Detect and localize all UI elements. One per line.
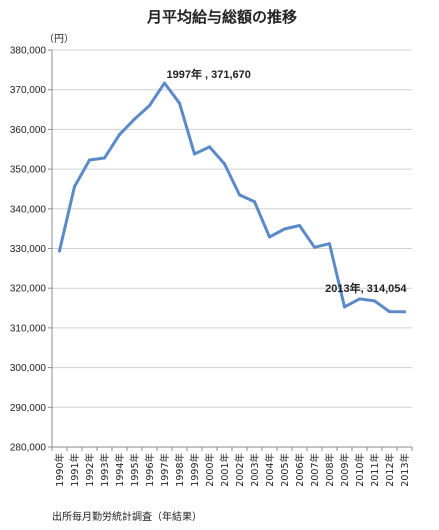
data-point — [268, 235, 271, 239]
x-tick-label: 2013年 — [399, 453, 411, 487]
data-point — [58, 249, 61, 253]
y-tick-label: 310,000 — [10, 323, 47, 334]
data-point — [208, 145, 211, 149]
x-tick-label: 1999年 — [189, 453, 201, 487]
x-tick-label: 2004年 — [264, 453, 276, 487]
data-point — [118, 133, 121, 137]
x-tick-label: 1991年 — [69, 453, 81, 487]
annotations: 1997年 , 371,670 2013年, 314,054 — [167, 67, 408, 295]
data-point — [358, 297, 361, 301]
series-line-layer — [58, 81, 406, 314]
x-tick-label: 1996年 — [144, 453, 156, 487]
series-line — [58, 81, 406, 314]
x-tick-label: 2011年 — [369, 453, 381, 487]
gridlines — [52, 49, 412, 408]
y-tick-label: 370,000 — [10, 85, 47, 96]
data-label: 2013年, 314,054 — [325, 281, 407, 295]
data-label: 1997年 , 371,670 — [167, 67, 251, 81]
x-tick-label: 1990年 — [54, 453, 66, 487]
data-point — [88, 158, 91, 162]
data-point — [238, 193, 241, 197]
x-tick-label: 1997年 — [159, 453, 171, 487]
data-point — [223, 162, 226, 166]
y-tick-label: 350,000 — [10, 165, 47, 176]
data-point — [178, 101, 181, 105]
chart-title: 月平均給与総額の推移 — [146, 8, 297, 26]
x-tick-label: 2008年 — [324, 453, 336, 487]
data-point — [388, 310, 391, 314]
x-tick-label: 2010年 — [354, 453, 366, 487]
y-tick-label: 330,000 — [10, 244, 47, 255]
data-point — [343, 305, 346, 309]
x-tick-label: 2005年 — [279, 453, 291, 487]
x-tick-label: 2009年 — [339, 453, 351, 487]
data-point — [193, 152, 196, 156]
data-point — [313, 245, 316, 249]
data-point — [298, 223, 301, 227]
x-axis-ticks: 1990年 1991年 1992年 1993年 1994年 1995年 1996年 1997年… — [51, 447, 413, 487]
x-tick-label: 1998年 — [174, 453, 186, 487]
data-point — [163, 81, 166, 85]
x-tick-label: 2007年 — [309, 453, 321, 487]
data-point — [403, 310, 406, 314]
y-axis-ticks: 280,000 290,000 300,000 310,000 320,000 330,0… — [10, 46, 52, 454]
y-tick-label: 300,000 — [10, 363, 47, 374]
y-tick-label: 340,000 — [10, 204, 47, 215]
x-tick-label: 1993年 — [99, 453, 111, 487]
data-point — [283, 227, 286, 231]
x-tick-label: 2002年 — [234, 453, 246, 487]
data-point — [148, 104, 151, 108]
data-point — [253, 200, 256, 204]
data-point — [373, 299, 376, 303]
x-tick-label: 2001年 — [219, 453, 231, 487]
x-tick-label: 2000年 — [204, 453, 216, 487]
x-tick-label: 2006年 — [294, 453, 306, 487]
data-point — [103, 156, 106, 160]
y-tick-label: 280,000 — [10, 443, 47, 454]
source-note: 出所毎月勤労統計調査（年結果） — [52, 510, 202, 523]
y-tick-label: 320,000 — [10, 284, 47, 295]
x-tick-label: 1992年 — [84, 453, 96, 487]
x-tick-label: 1995年 — [129, 453, 141, 487]
x-tick-label: 2003年 — [249, 453, 261, 487]
data-point — [328, 242, 331, 246]
data-point — [133, 117, 136, 121]
y-tick-label: 380,000 — [10, 46, 47, 57]
x-tick-label: 2012年 — [384, 453, 396, 487]
y-axis-unit-label: （円） — [44, 33, 74, 45]
y-tick-label: 290,000 — [10, 403, 47, 414]
y-tick-label: 360,000 — [10, 125, 47, 136]
x-tick-label: 1994年 — [114, 453, 126, 487]
data-point — [73, 185, 76, 189]
